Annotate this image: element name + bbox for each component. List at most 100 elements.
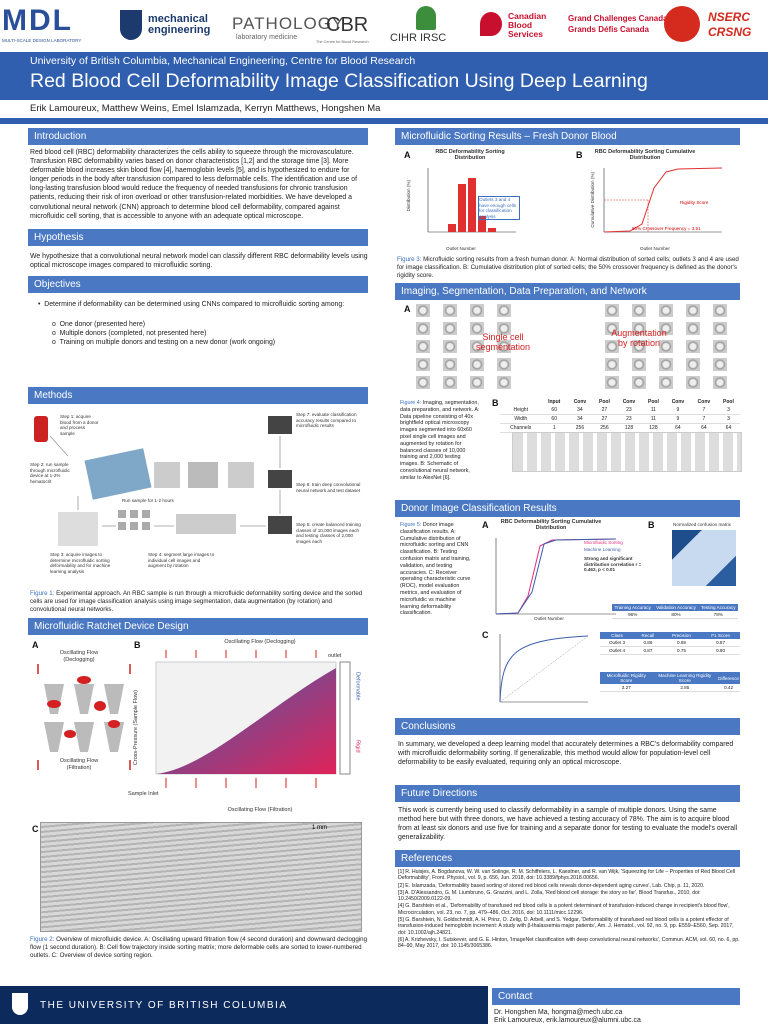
cell-tile: [605, 304, 619, 317]
sub-text: Training on multiple donors and testing …: [59, 339, 276, 347]
curve: [495, 538, 617, 615]
table-row: Training Accuracy Validation Accuracy Test…: [612, 604, 738, 611]
caption: Figure 2: Overview of microfluidic devic…: [30, 936, 368, 960]
scale-bar: 1 mm: [312, 825, 327, 831]
step: Step 5: create balanced training classes…: [296, 522, 361, 544]
mdl-text: MDL: [2, 4, 73, 37]
table-cell: 3.27: [600, 684, 653, 692]
table-row: Input Conv Pool Conv Pool Conv Conv Pool: [500, 398, 740, 406]
objective-text: Determine if deformability can be determ…: [44, 301, 345, 308]
cell-tile: [713, 322, 727, 335]
table-header: Pool: [723, 399, 734, 405]
methods-figure: [34, 416, 292, 546]
panel-label: B: [134, 640, 141, 650]
table-cell: 0.42: [717, 684, 740, 692]
table-cell: 27: [592, 414, 616, 424]
cell-tile: [443, 358, 457, 371]
roc-curve: [499, 635, 589, 703]
network-schematic: [512, 432, 742, 472]
authors-band: [0, 100, 768, 118]
caption-label: Figure 4:: [400, 400, 422, 406]
sub-text: Multiple donors (completed, not presente…: [59, 330, 207, 338]
table-cell: 0.87: [701, 639, 740, 647]
panel-label: A: [32, 640, 39, 650]
pathology-sub: laboratory medicine: [236, 34, 298, 41]
panel-label: B: [648, 520, 655, 530]
cihr-icon: [416, 6, 436, 30]
table-row: Outlet 3 0.86 0.89 0.87: [600, 639, 740, 647]
cell-tile: [713, 376, 727, 389]
table-cell: Width: [500, 414, 542, 424]
cbr: CBR: [326, 14, 369, 36]
funnels: [44, 684, 124, 752]
gcc1: Grand Challenges Canada: [568, 14, 668, 23]
nserc-leaf: [664, 6, 700, 42]
cell-tile: [416, 322, 430, 335]
table-row: 3.27 2.85 0.42: [600, 684, 740, 692]
table-cell: 2.85: [652, 684, 718, 692]
reference: [3] A. D'Alessandro, G. M. Liumbruno, G.…: [398, 889, 701, 903]
outlet-label: outlet: [328, 653, 342, 659]
cell-tile: [416, 376, 430, 389]
table-header: Conv: [622, 399, 636, 405]
cell-tile: [470, 340, 484, 353]
table-header: Validation Accuracy: [653, 604, 699, 611]
flow-arrows: [165, 650, 317, 788]
authors: Erik Lamoureux, Matthew Weins, Emel Isla…: [30, 103, 381, 114]
table-header: Difference: [717, 672, 740, 684]
mdl-logo: MDL MULTI-SCALE DESIGN LABORATORY: [2, 4, 100, 44]
cell-tile: [416, 304, 430, 317]
ubc-me: mechanical engineering: [148, 13, 211, 36]
cell-tile: [713, 358, 727, 371]
contact-line: Dr. Hongshen Ma, hongma@mech.ubc.ca: [494, 1009, 623, 1016]
flow-arrows: [37, 664, 131, 770]
table-header: Microfluidic Rigidity Score: [600, 672, 653, 684]
cell-tile: [632, 376, 646, 389]
flow-label: Oscillating Flow (Declogging): [224, 639, 296, 645]
caption-label: Figure 5:: [400, 522, 422, 528]
footer: [0, 986, 488, 1024]
cbr-sub: The Centre for Blood Research: [316, 40, 369, 44]
cell-tile: [686, 358, 700, 371]
cell-tile: [497, 322, 511, 335]
seg-label: Single cell segmentation: [475, 332, 531, 352]
table-header: Testing Accuracy: [698, 604, 738, 611]
cell-tile: [443, 340, 457, 353]
section-header: Microfluidic Sorting Results – Fresh Don…: [395, 128, 740, 145]
chart-title: Normalized confusion matrix: [673, 522, 731, 527]
cell-tile: [713, 304, 727, 317]
intro-text: Red blood cell (RBC) deformability chara…: [30, 149, 357, 220]
table-header: Conv: [697, 399, 711, 405]
table-cell: Height: [500, 406, 542, 415]
laptop: [268, 470, 292, 488]
objective-subs: o One donor (presented here) o Multiple d…: [52, 320, 362, 347]
flow-label: Oscillating Flow (Filtration): [227, 807, 293, 813]
section-header: References: [395, 850, 740, 867]
outlets: [339, 661, 351, 775]
table-cell: 60: [541, 414, 567, 424]
cell-tile: [470, 304, 484, 317]
legend: Microfluidic Sorting: [584, 540, 623, 545]
table-header: Machine Learning Rigidity Score: [652, 672, 718, 684]
cell-tile: [416, 358, 430, 371]
cell-tile: [632, 340, 646, 353]
table-row: Outlet 4 0.87 0.75 0.80: [600, 646, 740, 655]
chance-line: [499, 635, 589, 703]
table-cell: 0.87: [634, 646, 662, 655]
table-row: 96% 80% 78%: [612, 611, 738, 619]
table-cell: 23: [615, 414, 642, 424]
ratchet-b: [155, 650, 351, 788]
bars: [448, 178, 496, 232]
blood-bag: [34, 416, 48, 442]
cell-tile: [686, 376, 700, 389]
caption: Figure 3: Microfluidic sorting results f…: [397, 256, 740, 280]
section-header: Objectives: [28, 276, 368, 293]
table-cell: 0.86: [634, 639, 662, 647]
section-header: Methods: [28, 387, 368, 404]
title: Red Blood Cell Deformability Image Class…: [30, 70, 648, 92]
table-header: Pool: [648, 399, 659, 405]
section-header: Future Directions: [395, 785, 740, 802]
table-cell: 34: [566, 414, 593, 424]
cell-tile: [416, 340, 430, 353]
cbs-drop: [480, 12, 502, 36]
